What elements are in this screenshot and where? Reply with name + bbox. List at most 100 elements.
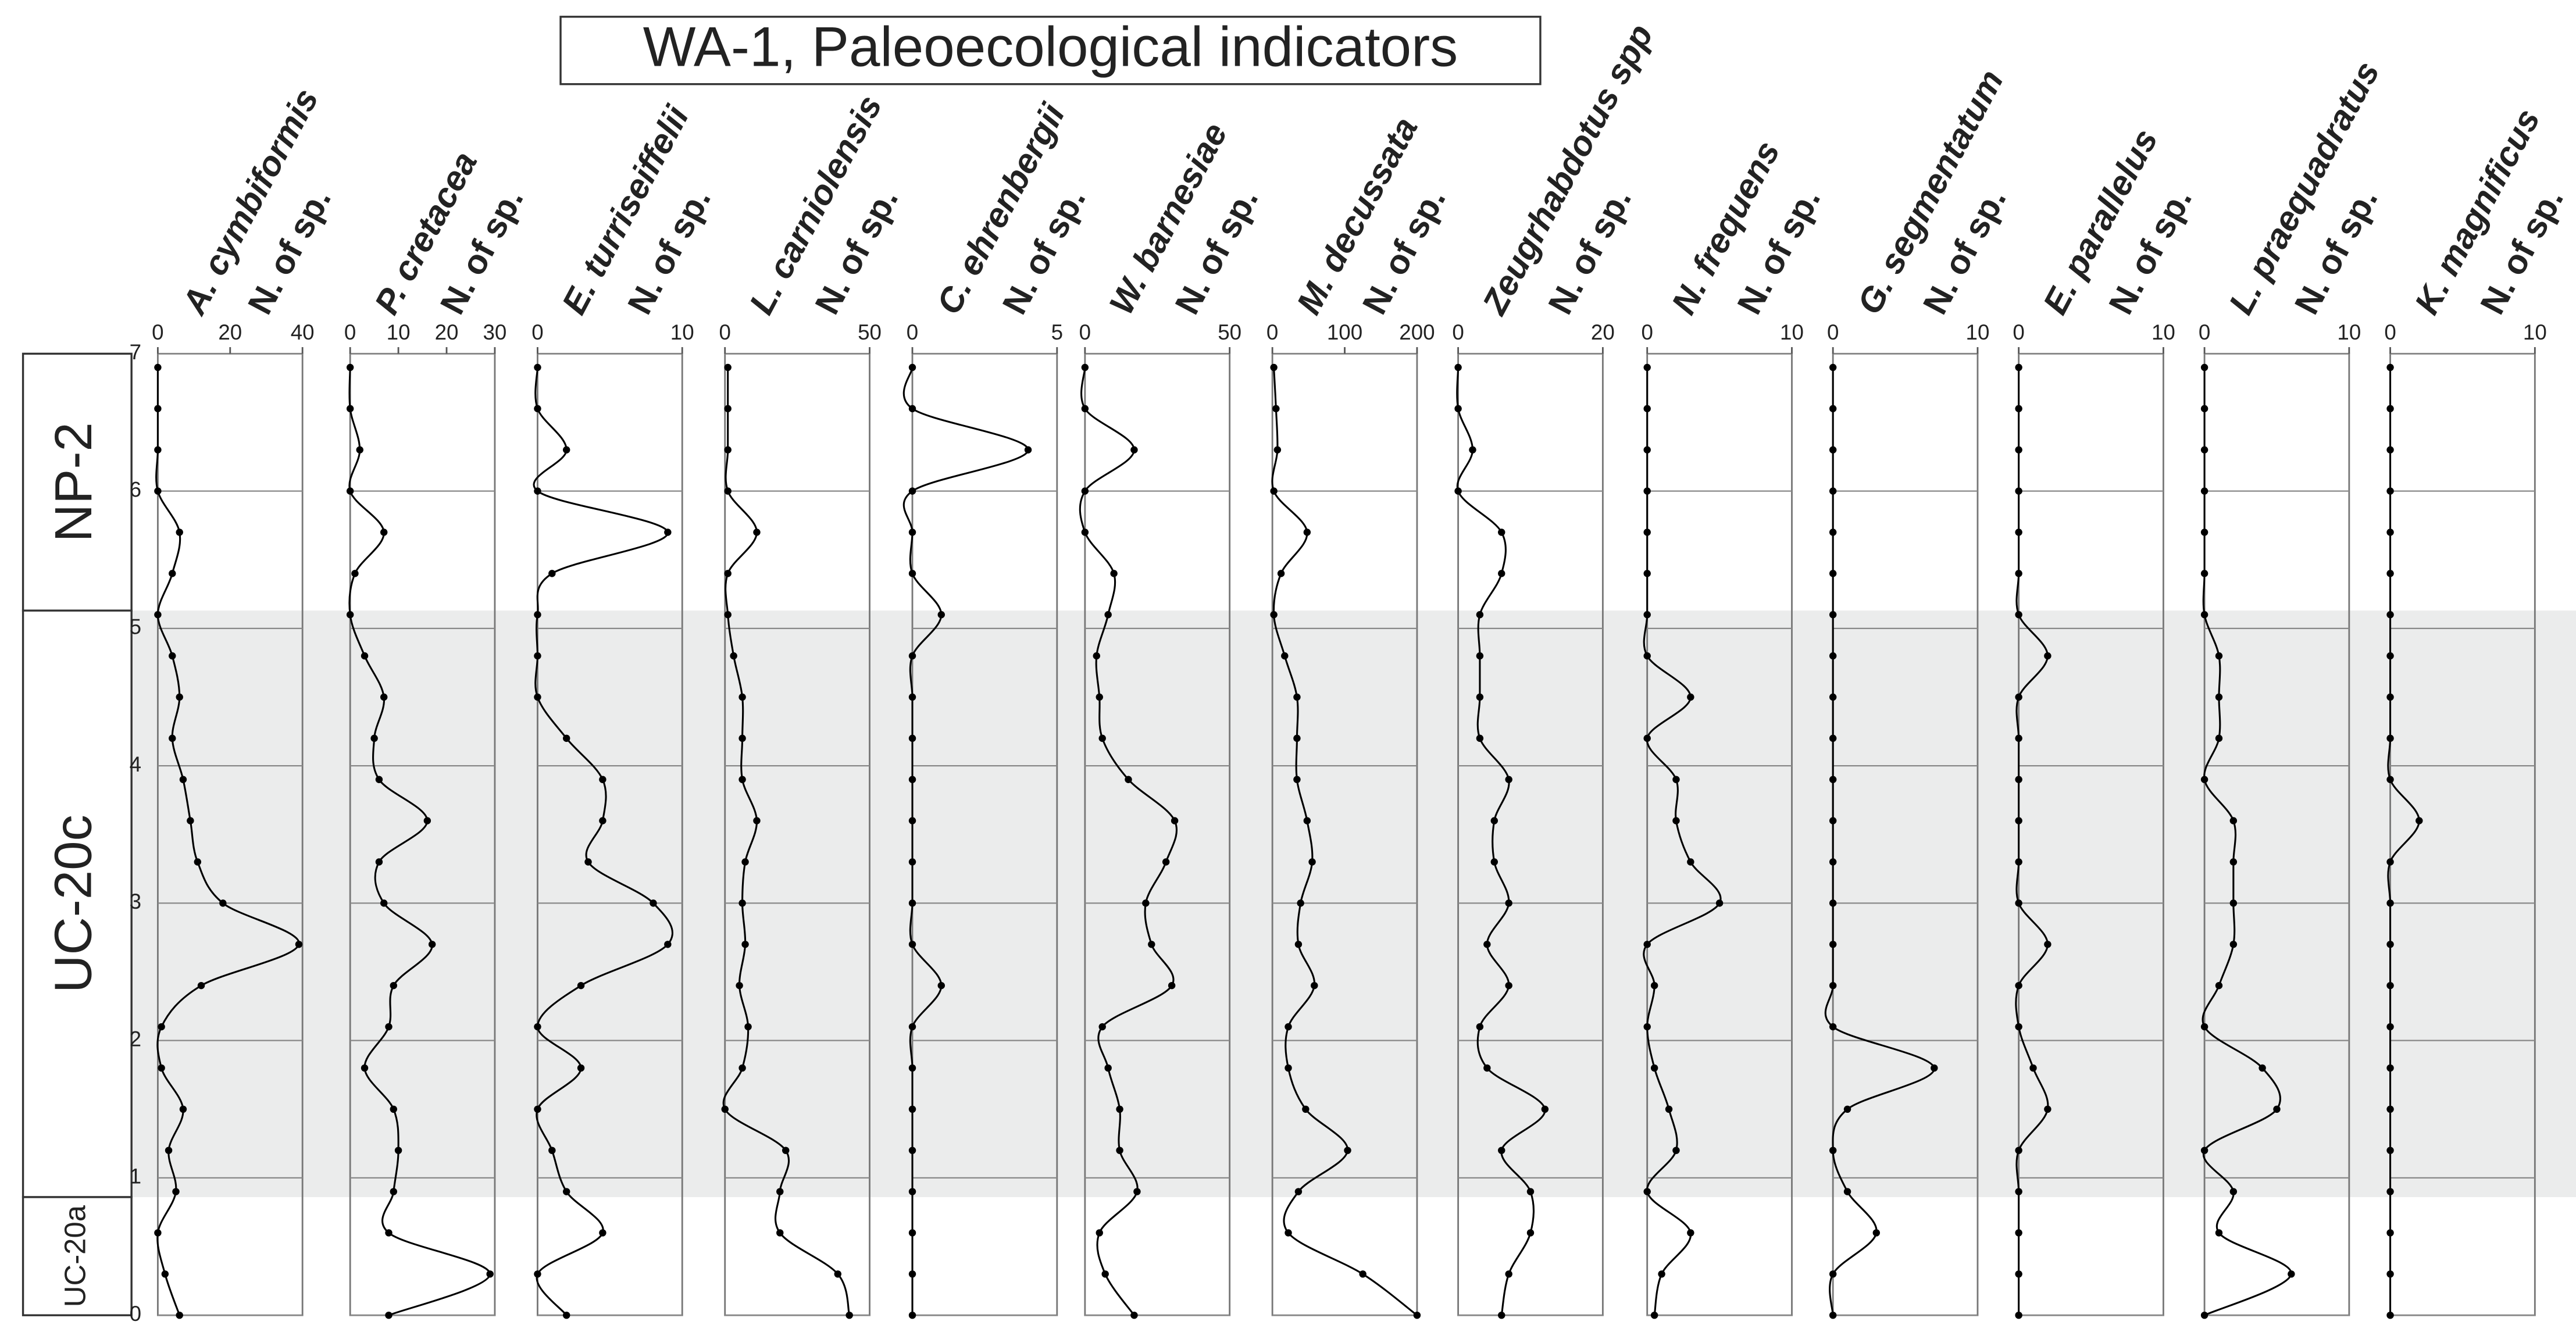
data-point: [1293, 734, 1301, 742]
data-point: [2015, 487, 2022, 495]
data-point: [562, 446, 570, 453]
x-tick-label: 0: [344, 320, 356, 344]
data-point: [1829, 734, 1837, 742]
data-point: [738, 899, 746, 907]
data-point: [2229, 899, 2238, 907]
data-point: [2386, 446, 2394, 453]
data-point: [1643, 941, 1651, 948]
data-point: [1829, 1270, 1837, 1278]
x-tick-label: 0: [152, 320, 163, 344]
zone-box: [22, 609, 133, 1198]
data-point: [908, 734, 916, 742]
data-point: [2200, 487, 2208, 495]
data-point: [908, 528, 916, 536]
data-point: [1829, 570, 1837, 577]
data-point: [2229, 941, 2238, 948]
x-tick-label: 0: [1827, 320, 1839, 344]
data-point: [908, 1188, 916, 1195]
zone-label: NP-2: [44, 422, 103, 542]
data-point: [346, 363, 354, 372]
chart-title: WA-1, Paleoecological indicators: [643, 16, 1458, 78]
data-point: [2015, 446, 2022, 453]
y-tick-label: 4: [130, 752, 141, 776]
data-point: [172, 1188, 180, 1195]
data-point: [176, 693, 183, 701]
data-point: [2386, 981, 2394, 990]
data-point: [295, 941, 303, 948]
data-point: [1672, 817, 1680, 824]
data-point: [2015, 1147, 2022, 1154]
data-point: [2229, 1188, 2238, 1195]
data-point: [730, 652, 737, 660]
data-point: [599, 776, 606, 783]
data-point: [2200, 405, 2208, 413]
profile-line: [533, 367, 673, 1316]
data-point: [599, 1229, 606, 1237]
data-point: [423, 817, 431, 824]
data-point: [1303, 817, 1311, 824]
data-point: [2015, 1270, 2022, 1278]
data-point: [486, 1270, 494, 1278]
data-point: [2200, 1023, 2208, 1031]
data-point: [1130, 446, 1138, 453]
data-point: [169, 570, 176, 577]
data-point: [154, 446, 162, 453]
data-point: [154, 1229, 162, 1237]
data-point: [753, 817, 761, 824]
data-point: [1294, 941, 1303, 948]
data-point: [1498, 528, 1505, 536]
x-tick-label: 0: [1452, 320, 1464, 344]
data-point: [1098, 734, 1106, 742]
data-point: [908, 1064, 916, 1072]
data-point: [2215, 981, 2223, 990]
x-tick-label: 0: [1266, 320, 1278, 344]
data-point: [2015, 1023, 2022, 1031]
x-tick-label: 50: [858, 320, 882, 344]
data-point: [1687, 858, 1694, 866]
data-point: [1285, 1229, 1292, 1237]
data-point: [2015, 363, 2022, 372]
data-point: [1829, 981, 1837, 990]
data-point: [1024, 446, 1032, 453]
data-point: [1505, 981, 1512, 990]
data-point: [908, 1147, 916, 1154]
data-point: [2015, 1229, 2022, 1237]
data-point: [1142, 899, 1150, 907]
data-point: [1643, 487, 1651, 495]
x-tick-label: 10: [670, 320, 694, 344]
data-point: [908, 858, 916, 866]
data-point: [219, 899, 227, 907]
data-point: [1476, 693, 1484, 701]
data-point: [1081, 487, 1089, 495]
data-point: [161, 1270, 169, 1278]
zone-box: [22, 1196, 133, 1316]
data-point: [1829, 405, 1837, 413]
data-point: [2386, 1147, 2394, 1154]
x-tick-label: 0: [2384, 320, 2396, 344]
data-point: [2200, 776, 2208, 783]
data-point: [2259, 1064, 2266, 1072]
data-point: [2416, 817, 2423, 824]
data-point: [1643, 611, 1651, 619]
data-point: [2229, 858, 2238, 866]
data-point: [2386, 528, 2394, 536]
data-point: [1294, 1188, 1303, 1195]
data-point: [650, 899, 657, 907]
data-point: [2044, 941, 2051, 948]
data-point: [390, 981, 398, 990]
data-point: [1168, 981, 1176, 990]
data-point: [2015, 858, 2022, 866]
data-point: [1344, 1147, 1351, 1154]
data-point: [1872, 1229, 1881, 1237]
data-point: [385, 1229, 393, 1237]
x-tick-label: 10: [2523, 320, 2547, 344]
data-point: [380, 528, 388, 536]
data-point: [908, 363, 916, 372]
y-tick-label: 6: [130, 477, 141, 501]
data-point: [1829, 1147, 1837, 1154]
data-point: [1505, 899, 1512, 907]
data-point: [158, 1064, 165, 1072]
data-point: [187, 817, 194, 824]
